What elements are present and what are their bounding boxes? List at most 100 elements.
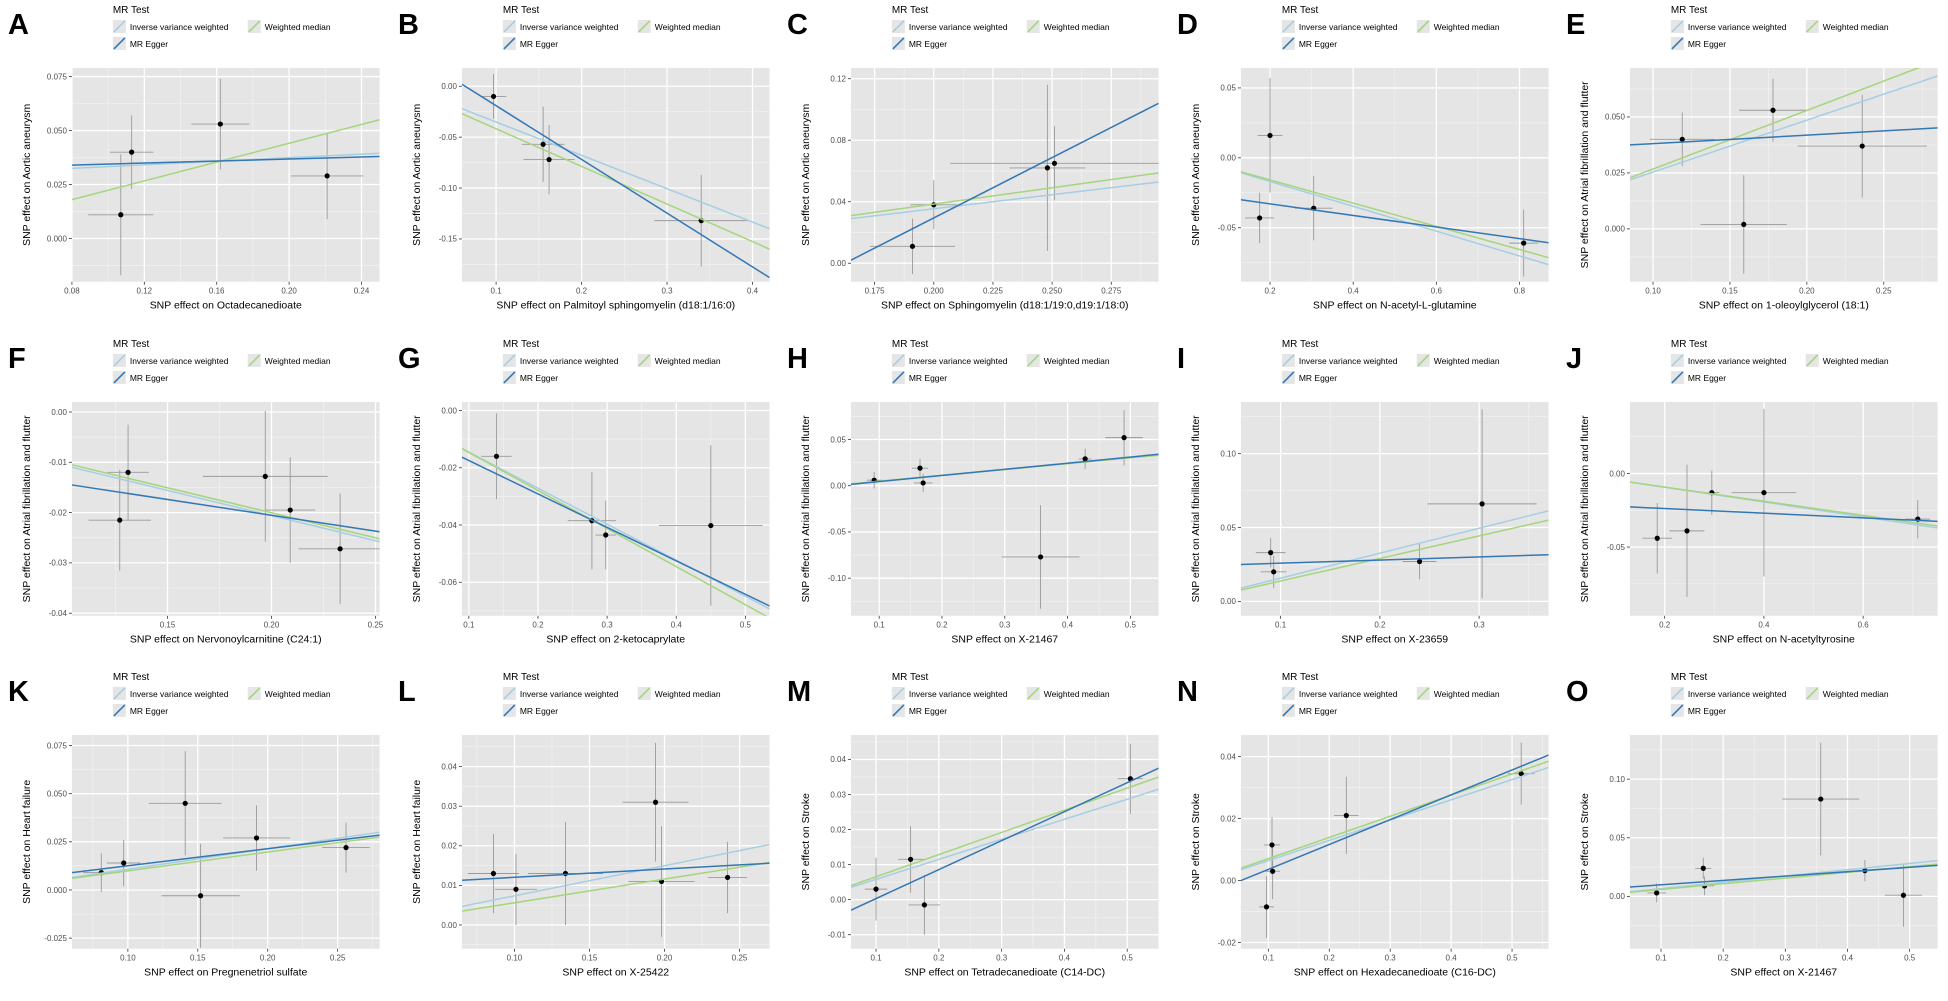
legend-label-egger: MR Egger [1299, 373, 1337, 383]
legend-key-ivw-icon [112, 353, 126, 367]
regression-line-egger [461, 83, 770, 279]
y-axis-title: SNP effect on Aortic aneurysm [801, 103, 812, 245]
y-tick-label: 0.01 [831, 861, 847, 870]
legend-key-ivw-icon [502, 19, 516, 33]
panel-g: G MR Test Inverse variance weighted Weighte… [390, 334, 780, 668]
legend-key-egger-icon [892, 370, 906, 384]
legend-label-egger: MR Egger [130, 39, 168, 49]
legend-title: MR Test [1671, 672, 1708, 683]
legend-title: MR Test [502, 5, 539, 16]
legend-key-wm-icon [247, 353, 261, 367]
x-axis-title: SNP effect on N-acetyltyrosine [1713, 634, 1855, 645]
y-tick-label: 0.075 [47, 72, 68, 81]
regression-line-ivw [71, 831, 380, 879]
legend-key-ivw-icon [1281, 687, 1295, 701]
plot-area [1240, 401, 1549, 616]
x-tick-label: 0.3 [1473, 620, 1485, 629]
y-tick-label: -0.10 [438, 184, 457, 193]
y-tick-label: 0.00 [1610, 893, 1626, 902]
y-tick-label: 0.04 [1220, 753, 1236, 762]
x-tick-label: 0.4 [1842, 954, 1854, 963]
regression-line-ivw [1240, 172, 1549, 266]
data-points [490, 93, 704, 224]
data-layer [461, 413, 770, 616]
legend-key-ivw-icon [502, 353, 516, 367]
legend-label-wm: Weighted median [1823, 22, 1889, 32]
y-tick-label: 0.00 [831, 259, 847, 268]
legend-label-egger: MR Egger [519, 706, 557, 716]
legend-key-ivw-icon [502, 687, 516, 701]
data-layer [71, 78, 380, 276]
y-tick-label: -0.04 [438, 520, 457, 529]
plot-area [461, 401, 770, 616]
legend-label-egger: MR Egger [909, 373, 947, 383]
legend-key-egger-icon [112, 704, 126, 718]
data-points [1263, 771, 1524, 910]
x-tick-label: 0.2 [1374, 620, 1386, 629]
y-tick-label: -0.02 [49, 508, 68, 517]
x-axis-title: SNP effect on Octadecanedioate [150, 301, 302, 312]
regression-line-wm [1240, 171, 1549, 259]
legend-title: MR Test [502, 672, 539, 683]
regression-line-egger [1240, 754, 1549, 882]
x-tick-label: 0.15 [581, 954, 597, 963]
x-axis-title: SNP effect on X-21467 [1731, 968, 1838, 979]
regression-line-wm [1240, 760, 1549, 870]
y-tick-label: -0.06 [438, 578, 457, 587]
legend-label-egger: MR Egger [1688, 706, 1726, 716]
legend-label-wm: Weighted median [654, 689, 720, 699]
x-tick-label: 0.10 [120, 954, 136, 963]
y-axis-title: SNP effect on Atrial fibrillation and fl… [1580, 81, 1591, 269]
data-points [910, 160, 1058, 249]
legend-label-ivw: Inverse variance weighted [130, 689, 229, 699]
legend-label-wm: Weighted median [654, 356, 720, 366]
x-tick-label: 0.24 [354, 287, 370, 296]
legend-key-wm-icon [1416, 687, 1430, 701]
x-tick-label: 0.4 [1759, 620, 1771, 629]
legend-key-egger-icon [1671, 704, 1685, 718]
panel-m: M MR Test Inverse variance weighted Weighte… [779, 667, 1169, 1001]
legend-key-wm-icon [1416, 19, 1430, 33]
x-tick-label: 0.1 [1275, 620, 1287, 629]
x-tick-label: 0.20 [1799, 287, 1815, 296]
x-axis-title: SNP effect on N-acetyl-L-glutamine [1313, 301, 1477, 312]
regression-line-ivw [71, 466, 380, 543]
legend-label-egger: MR Egger [1299, 706, 1337, 716]
scatter-plot-h: H MR Test Inverse variance weighted Weighte… [787, 339, 1159, 645]
legend-label-egger: MR Egger [1688, 39, 1726, 49]
legend-label-ivw: Inverse variance weighted [519, 356, 618, 366]
y-tick-label: 0.025 [47, 838, 68, 847]
scatter-plot-n: N MR Test Inverse variance weighted Weighte… [1177, 672, 1549, 979]
legend-label-egger: MR Egger [519, 373, 557, 383]
x-tick-label: 0.1 [1656, 954, 1668, 963]
plot-area [461, 67, 770, 282]
y-axis-title: SNP effect on Aortic aneurysm [1191, 103, 1202, 245]
y-tick-label: -0.02 [1218, 939, 1237, 948]
legend-key-egger-icon [892, 704, 906, 718]
legend-key-wm-icon [637, 353, 651, 367]
regression-line-ivw [461, 844, 770, 908]
panel-k: K MR Test Inverse variance weighted Weighte… [0, 667, 390, 1001]
x-tick-label: 0.4 [1445, 954, 1457, 963]
y-axis-title: SNP effect on Atrial fibrillation and fl… [412, 414, 423, 602]
legend-title: MR Test [113, 5, 150, 16]
legend-title: MR Test [1282, 5, 1319, 16]
y-axis-title: SNP effect on Heart failure [412, 780, 423, 904]
legend-key-wm-icon [1416, 353, 1430, 367]
y-tick-label: 0.00 [1220, 597, 1236, 606]
y-tick-label: 0.00 [441, 921, 457, 930]
y-axis-title: SNP effect on Stroke [1580, 793, 1591, 891]
plot-area [1630, 735, 1939, 950]
legend-label-egger: MR Egger [130, 706, 168, 716]
x-tick-label: 0.1 [463, 620, 475, 629]
panel-o: O MR Test Inverse variance weighted Weighte… [1558, 667, 1948, 1001]
y-tick-label: 0.02 [441, 842, 457, 851]
data-layer [1630, 408, 1939, 597]
x-tick-label: 0.15 [160, 620, 176, 629]
data-layer [1630, 67, 1939, 274]
y-tick-label: 0.00 [831, 896, 847, 905]
x-tick-label: 0.5 [739, 620, 751, 629]
regression-line-egger [71, 483, 380, 533]
y-tick-label: 0.05 [1220, 523, 1236, 532]
